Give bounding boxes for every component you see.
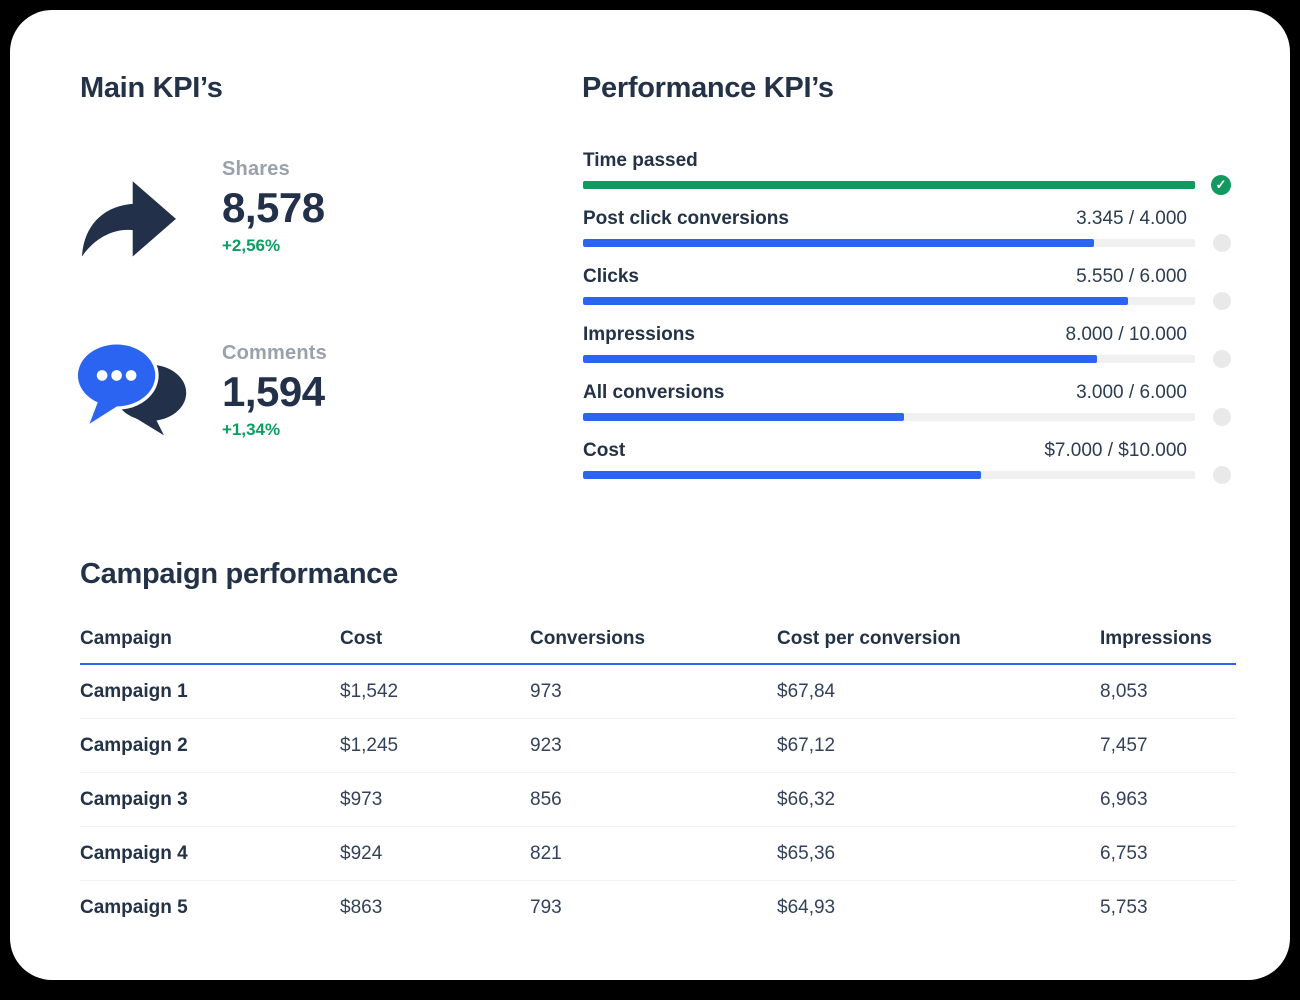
- kpi-progress-label: All conversions: [583, 382, 725, 403]
- table-cell: $1,245: [340, 718, 530, 773]
- kpi-progress-row: Post click conversions 3.345 / 4.000: [583, 208, 1231, 266]
- comments-icon: [74, 336, 192, 440]
- kpi-progress-label: Impressions: [583, 324, 695, 345]
- table-cell: 821: [530, 826, 777, 881]
- table-cell: 973: [530, 664, 777, 719]
- table-row: Campaign 1 $1,542 973 $67,84 8,053: [80, 664, 1236, 719]
- table-cell: Campaign 1: [80, 664, 340, 719]
- kpi-progress-fill: [583, 413, 905, 421]
- table-cell: Campaign 3: [80, 772, 340, 827]
- kpi-progress-row: All conversions 3.000 / 6.000: [583, 382, 1231, 440]
- kpi-progress-label: Clicks: [583, 266, 639, 287]
- kpi-progress-fill: [583, 471, 981, 479]
- kpi-shares-label: Shares: [222, 158, 290, 180]
- kpi-progress-track: [583, 471, 1195, 479]
- column-header: Campaign: [80, 628, 340, 665]
- performance-kpis-title: Performance KPI’s: [582, 72, 834, 104]
- table-cell: 6,753: [1100, 826, 1236, 881]
- check-icon: ✓: [1211, 175, 1231, 195]
- table-row: Campaign 5 $863 793 $64,93 5,753: [80, 881, 1236, 935]
- table-cell: 6,963: [1100, 772, 1236, 827]
- kpi-progress-fill: [583, 297, 1128, 305]
- table-cell: $64,93: [777, 897, 836, 918]
- kpi-progress-track: [583, 355, 1195, 363]
- kpi-progress-label: Post click conversions: [583, 208, 789, 229]
- table-cell: 5,753: [1100, 897, 1148, 918]
- column-header: Impressions: [1100, 628, 1236, 665]
- table-cell: $863: [340, 897, 383, 918]
- kpi-comments: Comments 1,594 +1,34%: [222, 342, 482, 440]
- kpi-progress-value: 5.550 / 6.000: [1076, 266, 1187, 287]
- column-header: Cost per conversion: [777, 628, 1100, 665]
- table-row: Campaign 2 $1,245 923 $67,12 7,457: [80, 718, 1236, 773]
- table-cell: Campaign 5: [80, 897, 188, 918]
- pending-dot-icon: [1213, 466, 1231, 484]
- kpi-shares-value: 8,578: [222, 184, 325, 231]
- share-arrow-icon: [75, 170, 181, 264]
- kpi-progress-row: Clicks 5.550 / 6.000: [583, 266, 1231, 324]
- kpi-comments-change: +1,34%: [222, 420, 281, 440]
- table-cell: $67,84: [777, 664, 1100, 719]
- campaign-performance-title: Campaign performance: [80, 558, 398, 590]
- table-cell: Campaign 2: [80, 718, 340, 773]
- kpi-shares: Shares 8,578 +2,56%: [222, 158, 482, 256]
- kpi-progress-value: 3.000 / 6.000: [1076, 382, 1187, 403]
- performance-kpi-list: Time passed ✓ Post click conversions 3.345 …: [583, 150, 1231, 498]
- campaign-table: Campaign Cost Conversions Cost per conversi…: [80, 628, 1236, 934]
- pending-dot-icon: [1213, 350, 1231, 368]
- table-cell: $924: [340, 826, 530, 881]
- column-header: Cost: [340, 628, 530, 665]
- kpi-progress-value: 3.345 / 4.000: [1076, 208, 1187, 229]
- table-cell: $66,32: [777, 772, 1100, 827]
- table-cell: 793: [530, 897, 562, 918]
- pending-dot-icon: [1213, 292, 1231, 310]
- kpi-progress-row: Impressions 8.000 / 10.000: [583, 324, 1231, 382]
- kpi-progress-fill: [583, 239, 1095, 247]
- table-cell: $973: [340, 772, 530, 827]
- kpi-progress-fill: [583, 355, 1098, 363]
- kpi-progress-row: Cost $7.000 / $10.000: [583, 440, 1231, 498]
- kpi-progress-row: Time passed ✓: [583, 150, 1231, 208]
- table-cell: Campaign 4: [80, 826, 340, 881]
- column-header: Conversions: [530, 628, 777, 665]
- kpi-progress-track: [583, 297, 1195, 305]
- kpi-progress-label: Cost: [583, 440, 626, 461]
- pending-dot-icon: [1213, 234, 1231, 252]
- kpi-progress-fill: [583, 181, 1195, 189]
- table-row: Campaign 4 $924 821 $65,36 6,753: [80, 826, 1236, 881]
- table-cell: $65,36: [777, 826, 1100, 881]
- table-cell: 8,053: [1100, 664, 1236, 719]
- kpi-progress-track: [583, 239, 1195, 247]
- campaign-table-header-row: Campaign Cost Conversions Cost per conversi…: [80, 628, 1236, 665]
- table-cell: 856: [530, 772, 777, 827]
- pending-dot-icon: [1213, 408, 1231, 426]
- kpi-progress-track: [583, 181, 1195, 189]
- table-row: Campaign 3 $973 856 $66,32 6,963: [80, 772, 1236, 827]
- kpi-progress-value: $7.000 / $10.000: [1044, 440, 1187, 461]
- kpi-progress-track: [583, 413, 1195, 421]
- table-cell: $1,542: [340, 664, 530, 719]
- kpi-comments-value: 1,594: [222, 368, 325, 415]
- kpi-comments-label: Comments: [222, 342, 327, 364]
- kpi-progress-label: Time passed: [583, 150, 698, 171]
- table-cell: $67,12: [777, 718, 1100, 773]
- kpi-shares-change: +2,56%: [222, 236, 281, 256]
- main-kpis-title: Main KPI’s: [80, 72, 223, 104]
- table-cell: 7,457: [1100, 718, 1236, 773]
- kpi-progress-value: 8.000 / 10.000: [1065, 324, 1188, 345]
- table-cell: 923: [530, 718, 777, 773]
- dashboard-card: Main KPI’s Shares 8,578 +2,56%: [10, 10, 1290, 980]
